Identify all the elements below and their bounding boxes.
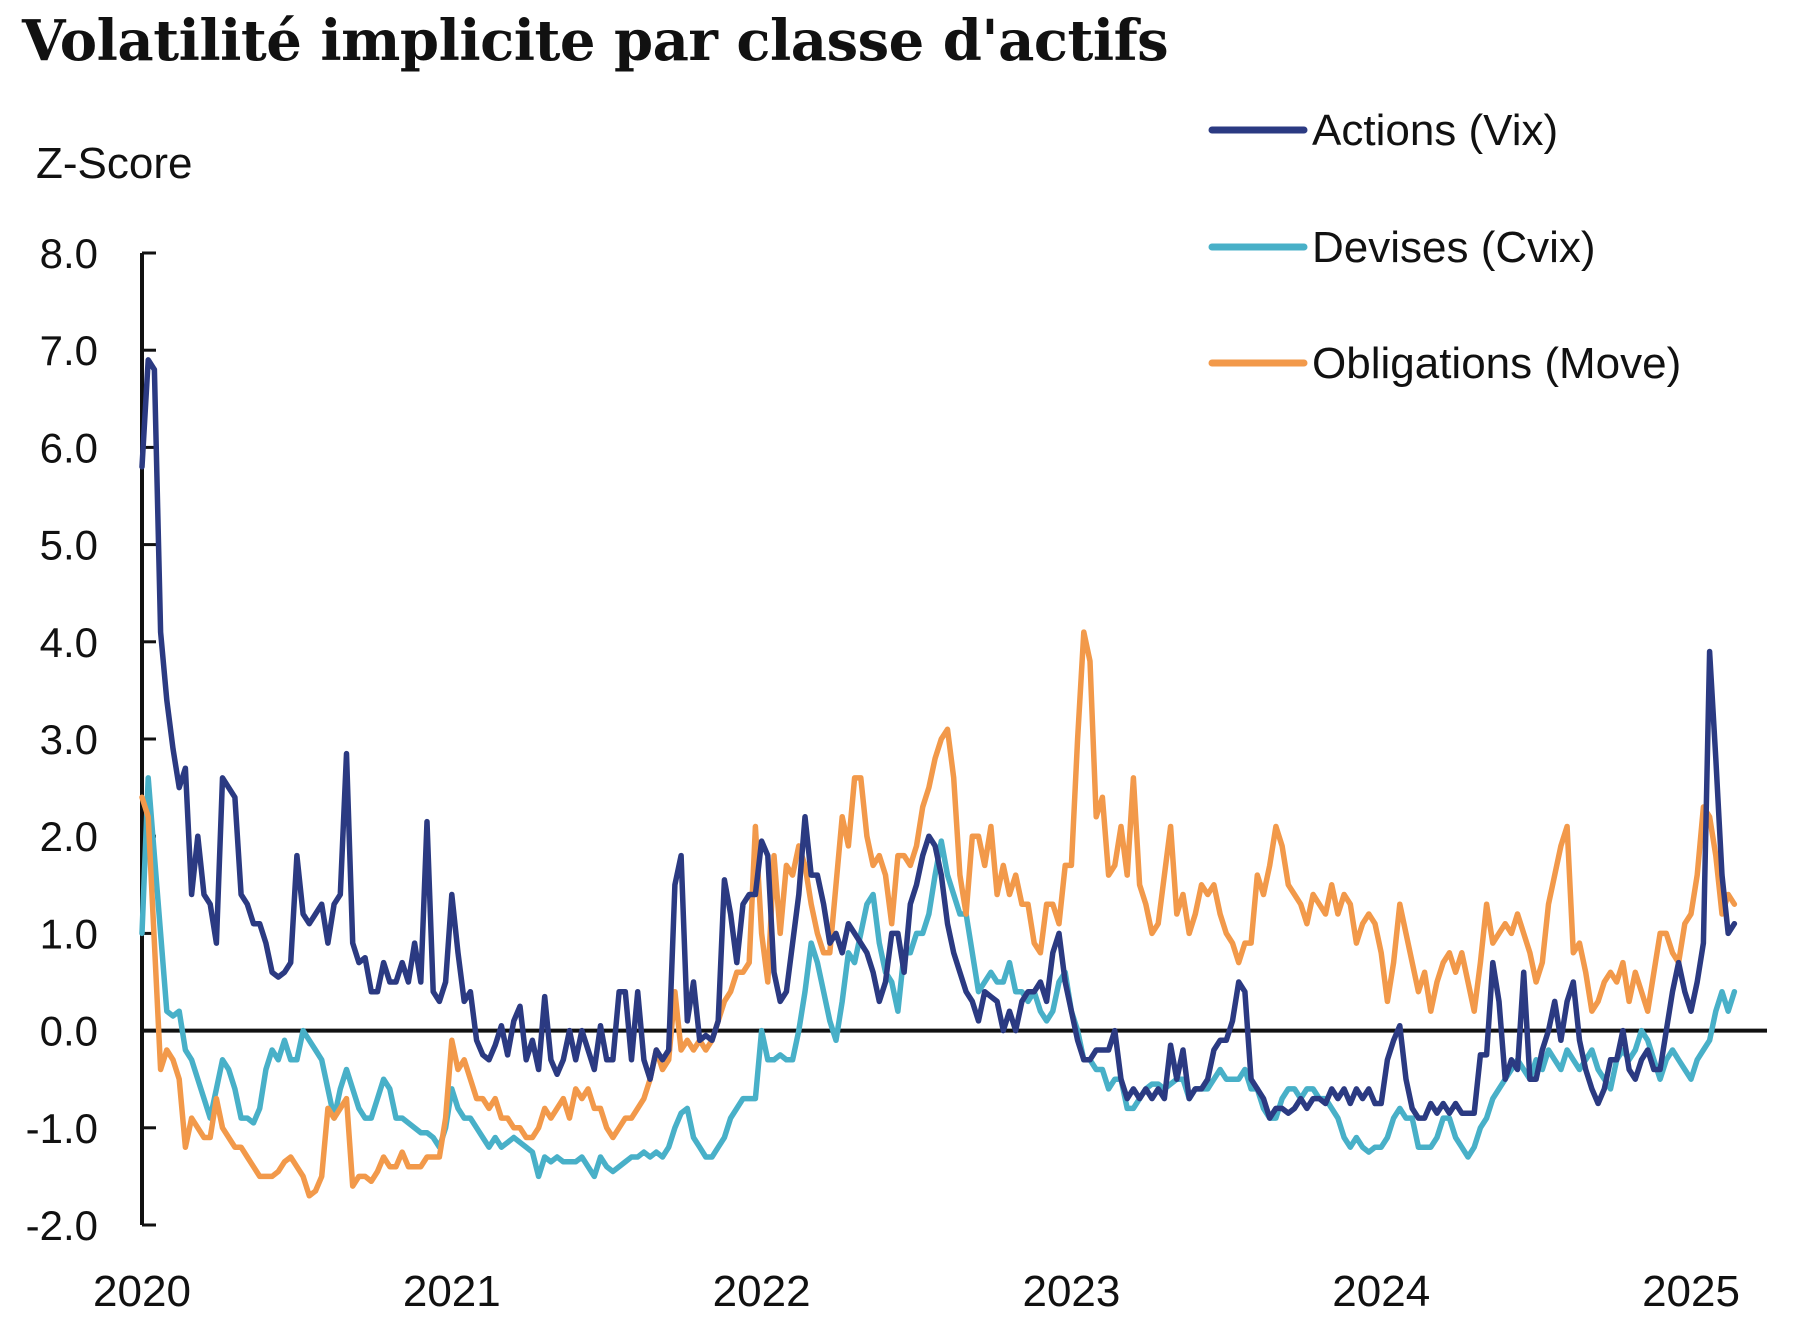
x-tick-label: 2020 xyxy=(93,1267,191,1316)
legend-label-3: Obligations (Move) xyxy=(1312,339,1681,388)
y-tick-label: 0.0 xyxy=(40,1008,98,1055)
y-tick-label: 2.0 xyxy=(40,813,98,860)
y-tick-label: -2.0 xyxy=(26,1202,98,1249)
y-tick-label: 6.0 xyxy=(40,424,98,471)
legend-label-2: Devises (Cvix) xyxy=(1312,223,1596,272)
x-tick-label: 2022 xyxy=(713,1267,811,1316)
y-axis: 8.0 7.0 6.0 5.0 4.0 3.0 2.0 1.0 0.0 -1.0 -2.0 xyxy=(26,230,156,1249)
x-tick-label: 2024 xyxy=(1332,1267,1430,1316)
series-layer xyxy=(139,357,1738,1199)
y-tick-label: 7.0 xyxy=(40,327,98,374)
y-tick-label: -1.0 xyxy=(26,1105,98,1152)
x-tick-label: 2023 xyxy=(1022,1267,1120,1316)
legend: Actions (Vix) Devises (Cvix) Obligations (… xyxy=(1208,106,1681,388)
y-tick-label: 5.0 xyxy=(40,522,98,569)
y-tick-label: 1.0 xyxy=(40,910,98,957)
series-line-3 xyxy=(139,629,1738,1199)
legend-label-1: Actions (Vix) xyxy=(1312,106,1558,155)
y-tick-label: 4.0 xyxy=(40,619,98,666)
x-tick-label: 2025 xyxy=(1642,1267,1740,1316)
x-tick-label: 2021 xyxy=(403,1267,501,1316)
x-axis: 2020 2021 2022 2023 2024 2025 xyxy=(93,1028,1767,1316)
y-tick-label: 3.0 xyxy=(40,716,98,763)
chart-title: Volatilité implicite par classe d'actifs xyxy=(22,8,1169,74)
series-line-1 xyxy=(139,357,1738,1121)
y-axis-label: Z-Score xyxy=(36,139,192,188)
y-tick-label: 8.0 xyxy=(40,230,98,277)
